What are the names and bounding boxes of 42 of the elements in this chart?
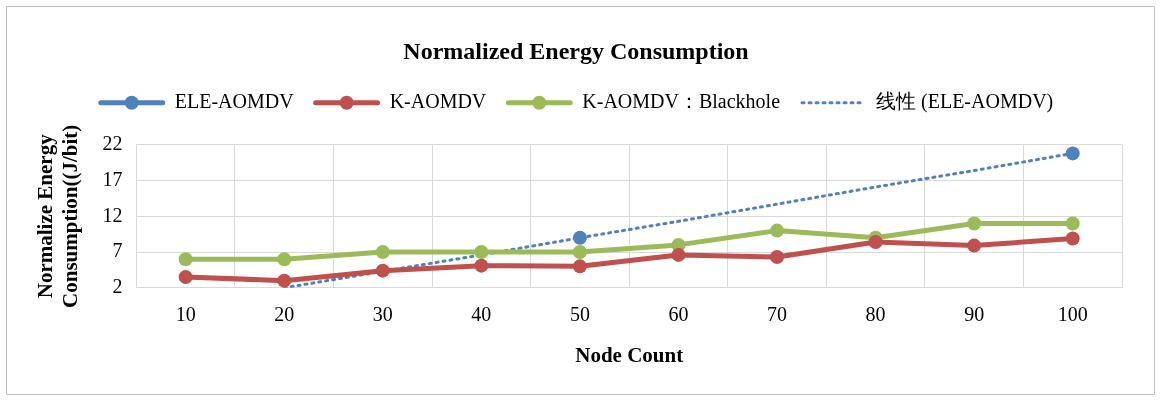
point (1065, 216, 1080, 231)
y-tick-label: 17 (102, 167, 123, 190)
x-tick-label: 20 (274, 303, 295, 326)
x-tick-label: 50 (569, 303, 590, 326)
chart-title: Normalized Energy Consumption (403, 37, 749, 64)
x-tick-label: 100 (1057, 303, 1088, 326)
legend-label: ELE-AOMDV (174, 90, 295, 113)
x-tick-label: 30 (372, 303, 393, 326)
y-tick-label: 7 (112, 239, 123, 262)
point (572, 230, 587, 245)
x-tick-label: 80 (865, 303, 886, 326)
point (178, 252, 193, 267)
point (474, 258, 489, 273)
y-tick-label: 2 (112, 275, 123, 298)
point (770, 223, 785, 238)
point (277, 252, 292, 267)
y-tick-label: 22 (102, 132, 123, 155)
y-axis-title: Normalize Energy Consumption((J/bit) (33, 124, 83, 308)
point (572, 245, 587, 260)
legend-label: K-AOMDV (389, 90, 487, 113)
legend-label: K-AOMDV：Blackhole (582, 90, 781, 113)
y-tick-label: 12 (102, 203, 123, 226)
x-tick-label: 40 (471, 303, 492, 326)
point (967, 216, 982, 231)
point (375, 245, 390, 260)
point (572, 259, 587, 274)
point (967, 238, 982, 253)
point (474, 245, 489, 260)
point (277, 273, 292, 288)
x-tick-label: 10 (175, 303, 196, 326)
x-axis-title: Node Count (575, 342, 684, 367)
point (868, 235, 883, 250)
point (375, 263, 390, 278)
legend-label: 线性 (ELE-AOMDV) (876, 90, 1054, 114)
point (671, 247, 686, 262)
x-tick-label: 70 (767, 303, 788, 326)
point (1065, 231, 1080, 246)
x-tick-label: 60 (668, 303, 689, 326)
x-tick-label: 90 (964, 303, 985, 326)
point (770, 250, 785, 265)
point (1065, 146, 1080, 161)
point (178, 270, 193, 285)
